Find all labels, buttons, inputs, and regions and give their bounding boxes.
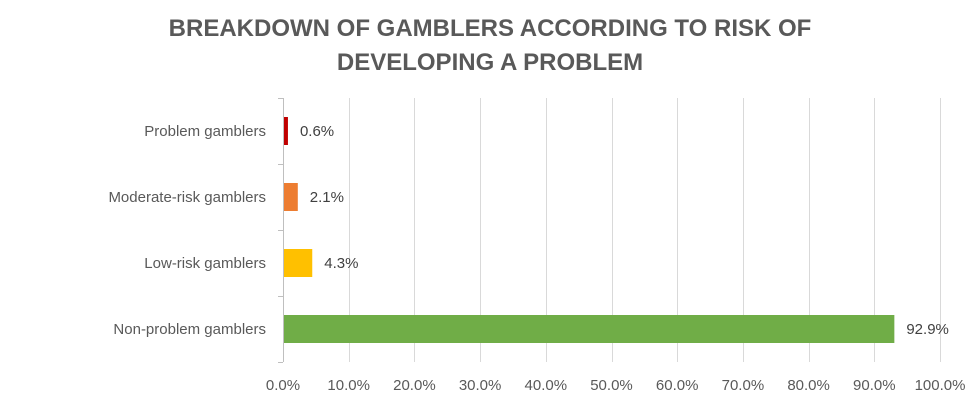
x-tick-label: 60.0% — [656, 377, 699, 394]
category-label: Non-problem gamblers — [113, 321, 266, 338]
x-tick-label: 100.0% — [915, 377, 966, 394]
category-label: Problem gamblers — [144, 123, 266, 140]
bar — [284, 183, 298, 211]
bars — [284, 117, 895, 343]
category-label: Low-risk gamblers — [144, 255, 266, 272]
category-labels: Problem gamblers Moderate-risk gamblers Lo… — [108, 123, 266, 338]
data-label: 0.6% — [300, 123, 334, 140]
data-label: 4.3% — [324, 255, 358, 272]
x-tick-label: 0.0% — [266, 377, 300, 394]
chart-title-line-2: DEVELOPING A PROBLEM — [336, 49, 644, 76]
bar — [284, 315, 895, 343]
x-tick-label: 30.0% — [459, 377, 502, 394]
data-label: 2.1% — [310, 189, 344, 206]
chart-title: BREAKDOWN OF GAMBLERS ACCORDING TO RISK … — [0, 12, 980, 80]
x-tick-label: 80.0% — [787, 377, 830, 394]
x-tick-label: 50.0% — [590, 377, 633, 394]
x-tick-labels: 0.0% 10.0% 20.0% 30.0% 40.0% 50.0% 60.0% 70.0% 8… — [266, 377, 966, 394]
x-tick-label: 90.0% — [853, 377, 896, 394]
x-tick-label: 40.0% — [525, 377, 568, 394]
bar — [284, 249, 313, 277]
x-tick-label: 10.0% — [327, 377, 370, 394]
x-tick-label: 70.0% — [722, 377, 765, 394]
category-label: Moderate-risk gamblers — [108, 189, 266, 206]
data-labels: 0.6% 2.1% 4.3% 92.9% — [300, 123, 949, 338]
x-tick-label: 20.0% — [393, 377, 436, 394]
chart-title-line-1: BREAKDOWN OF GAMBLERS ACCORDING TO RISK … — [168, 15, 812, 42]
bar — [284, 117, 288, 145]
data-label: 92.9% — [906, 321, 949, 338]
